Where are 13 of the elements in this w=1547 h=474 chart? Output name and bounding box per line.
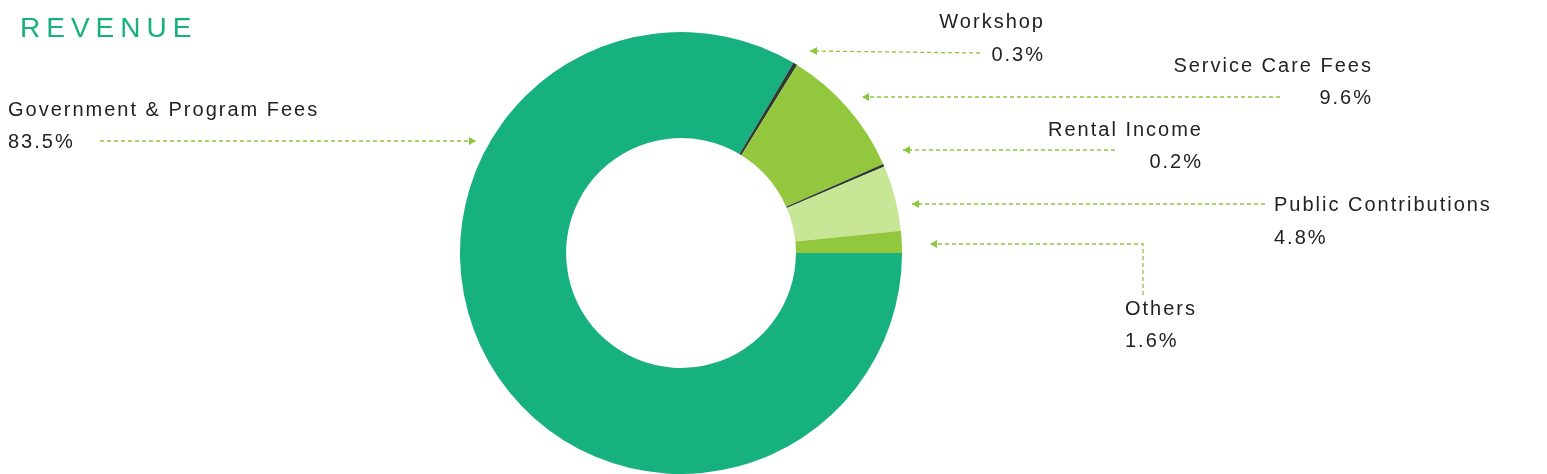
- slice-label: Service Care Fees: [1173, 53, 1373, 76]
- chart-title: REVENUE: [20, 12, 198, 44]
- data-label: 0.3%: [991, 42, 1045, 65]
- slice-label: Rental Income: [1048, 117, 1203, 140]
- data-label: 9.6%: [1319, 85, 1373, 108]
- slice-label: Public Contributions: [1274, 192, 1492, 215]
- data-label: 0.2%: [1149, 149, 1203, 172]
- data-label: 83.5%: [8, 129, 75, 152]
- data-label: 1.6%: [1125, 328, 1179, 351]
- slice-label: Government & Program Fees: [8, 97, 320, 120]
- slice-label: Others: [1125, 296, 1198, 319]
- data-label: 4.8%: [1274, 225, 1328, 248]
- slice-label: Workshop: [939, 9, 1045, 32]
